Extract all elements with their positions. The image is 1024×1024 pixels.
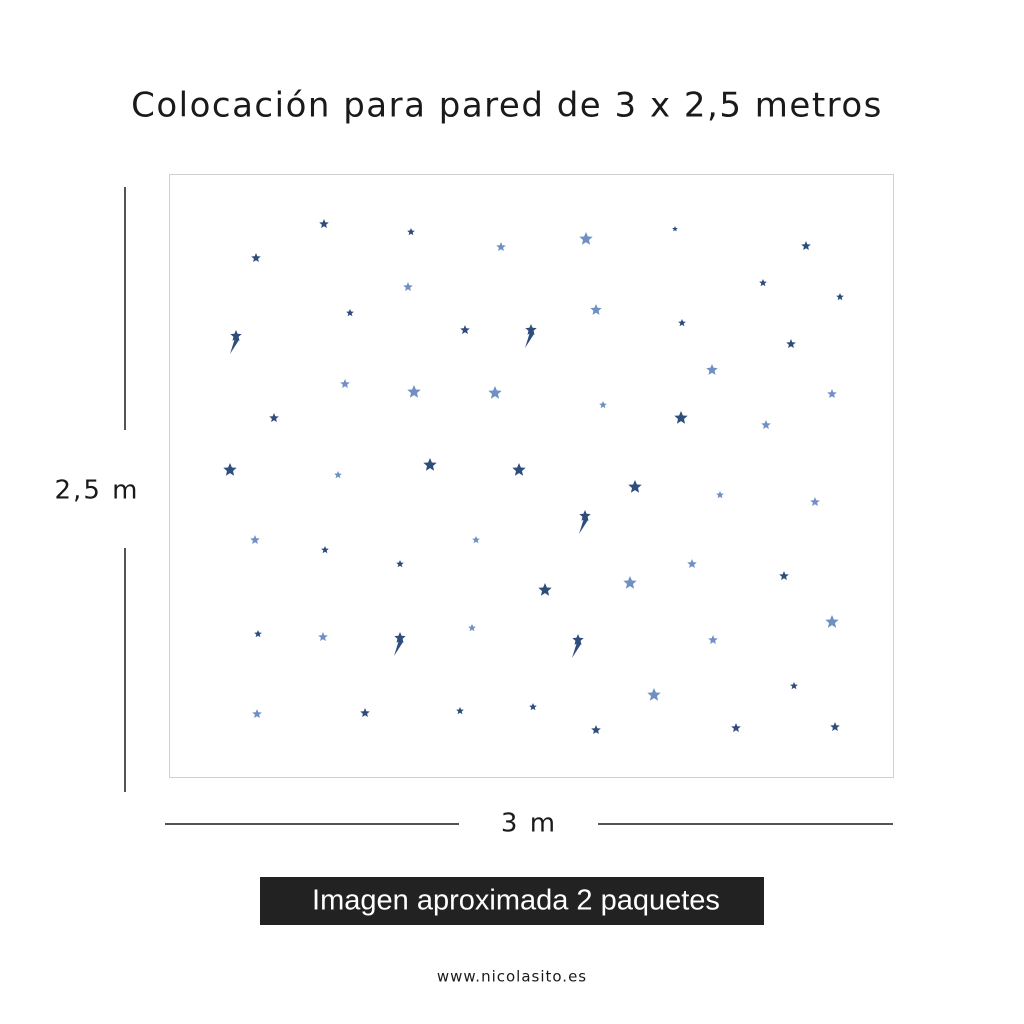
star xyxy=(252,709,262,718)
star xyxy=(456,707,464,715)
decals xyxy=(223,219,844,734)
star xyxy=(830,722,840,731)
star xyxy=(340,379,350,388)
star xyxy=(334,471,342,479)
star xyxy=(628,480,642,493)
star xyxy=(346,309,354,317)
star xyxy=(827,389,837,398)
comet-tail xyxy=(230,338,239,354)
star xyxy=(321,546,329,554)
website: www.nicolasito.es xyxy=(437,968,587,986)
width-label: 3 m xyxy=(501,809,557,839)
banner-bg xyxy=(260,877,764,925)
star xyxy=(836,293,844,301)
star xyxy=(360,708,370,717)
star xyxy=(708,635,718,644)
star xyxy=(761,420,771,429)
star xyxy=(678,319,686,327)
star xyxy=(423,458,437,471)
star xyxy=(318,632,328,641)
star xyxy=(472,536,480,544)
star xyxy=(591,725,601,734)
star xyxy=(394,632,406,643)
star xyxy=(647,688,661,701)
star xyxy=(623,576,637,589)
star xyxy=(579,232,593,245)
star xyxy=(706,364,718,375)
wall-frame xyxy=(169,174,894,778)
star xyxy=(496,242,506,251)
star xyxy=(572,634,584,645)
star xyxy=(403,282,413,291)
star xyxy=(687,559,697,568)
star xyxy=(525,324,537,335)
star xyxy=(269,413,279,422)
star xyxy=(801,241,811,250)
star xyxy=(251,253,261,262)
star xyxy=(590,304,602,315)
star xyxy=(759,279,767,287)
height-label: 2,5 m xyxy=(55,476,140,506)
star xyxy=(254,630,262,638)
star xyxy=(599,401,607,409)
star xyxy=(672,226,678,232)
comet-tail xyxy=(394,640,403,656)
star xyxy=(674,411,688,424)
star xyxy=(407,385,421,398)
comet-tail xyxy=(572,642,581,658)
star xyxy=(731,723,741,732)
star xyxy=(250,535,260,544)
star xyxy=(786,339,796,348)
star xyxy=(716,491,724,499)
star xyxy=(810,497,820,506)
star xyxy=(396,560,404,568)
star xyxy=(460,325,470,334)
star xyxy=(779,571,789,580)
star xyxy=(825,615,839,628)
star xyxy=(488,386,502,399)
star xyxy=(407,228,415,236)
star xyxy=(223,463,237,476)
star xyxy=(512,463,526,476)
banner: Imagen aproximada 2 paquetes xyxy=(312,885,720,917)
star xyxy=(790,682,798,690)
comet-tail xyxy=(525,332,534,348)
star xyxy=(579,510,591,521)
comet-tail xyxy=(579,518,588,534)
title: Colocación para pared de 3 x 2,5 metros xyxy=(131,86,883,126)
star xyxy=(319,219,329,228)
star xyxy=(230,330,242,341)
star xyxy=(468,624,476,632)
star xyxy=(538,583,552,596)
star xyxy=(529,703,537,711)
